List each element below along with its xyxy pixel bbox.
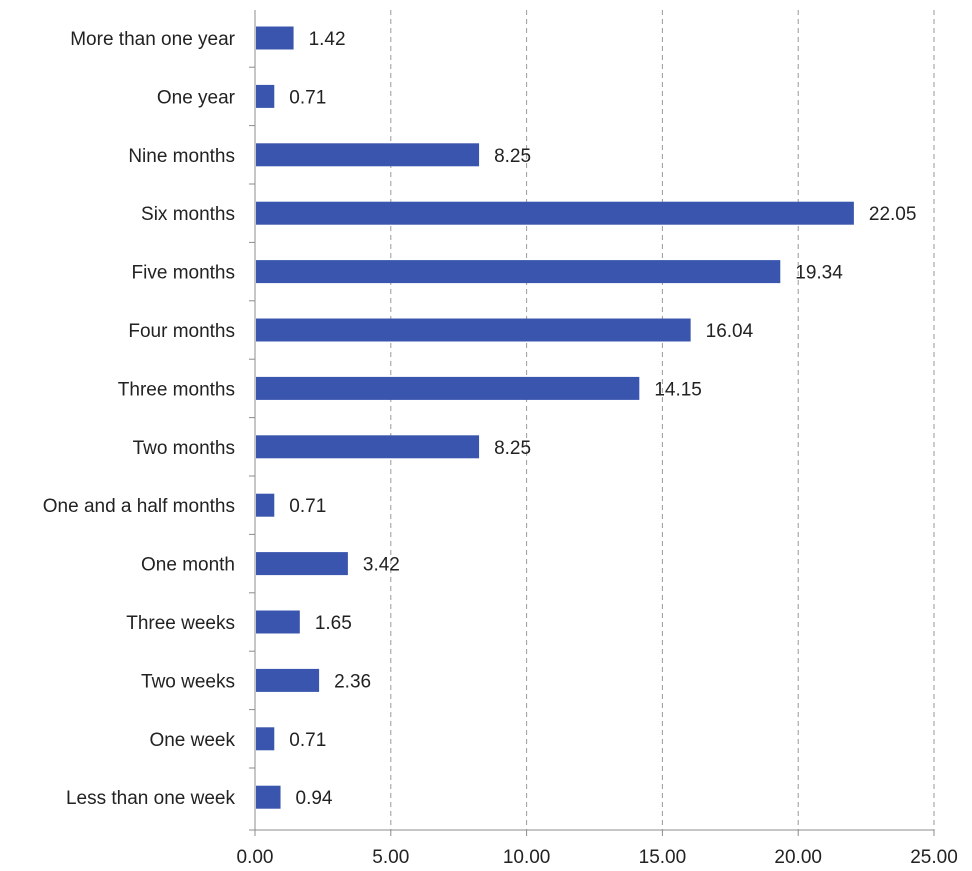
bar	[256, 493, 275, 517]
value-label: 22.05	[869, 204, 917, 225]
bar	[256, 552, 348, 576]
x-tick-label: 0.00	[237, 847, 274, 868]
category-label: Four months	[128, 321, 235, 342]
bar	[256, 260, 781, 284]
bar	[256, 610, 300, 634]
x-tick-label: 5.00	[372, 847, 409, 868]
category-label: Three months	[118, 379, 235, 400]
value-label: 16.04	[706, 321, 754, 342]
value-label: 0.94	[296, 788, 333, 809]
bar	[256, 727, 275, 751]
value-label: 1.42	[309, 29, 346, 50]
value-label: 8.25	[494, 438, 531, 459]
category-label: One year	[157, 87, 236, 108]
bar	[256, 318, 691, 342]
value-label: 2.36	[334, 671, 371, 692]
bars	[256, 26, 854, 809]
value-label: 8.25	[494, 146, 531, 167]
category-label: Three weeks	[126, 613, 235, 634]
value-label: 0.71	[289, 87, 326, 108]
category-label: Six months	[141, 204, 235, 225]
value-label: 1.65	[315, 613, 352, 634]
value-label: 0.71	[289, 496, 326, 517]
bar	[256, 26, 294, 50]
value-label: 3.42	[363, 555, 400, 576]
bar	[256, 668, 320, 692]
value-label: 19.34	[795, 263, 843, 284]
bar	[256, 376, 640, 400]
category-label: Less than one week	[66, 788, 236, 809]
x-tick-label: 15.00	[639, 847, 687, 868]
x-tick-label: 25.00	[910, 847, 958, 868]
category-label: Two weeks	[141, 671, 235, 692]
category-label: Five months	[132, 263, 235, 284]
bar	[256, 435, 480, 459]
bar	[256, 201, 854, 225]
category-label: More than one year	[70, 29, 235, 50]
labels: 0.00 5.00 10.00 15.00 20.00 25.00 More than on…	[43, 29, 958, 868]
category-label: One and a half months	[43, 496, 235, 517]
value-label: 14.15	[654, 379, 702, 400]
x-tick-label: 20.00	[774, 847, 822, 868]
gridlines	[390, 10, 935, 830]
category-label: One month	[141, 555, 235, 576]
axes	[249, 10, 935, 836]
category-label: Two months	[133, 438, 235, 459]
category-label: Nine months	[128, 146, 235, 167]
category-label: One week	[149, 730, 235, 751]
bar	[256, 143, 480, 167]
bar	[256, 84, 275, 108]
x-tick-label: 10.00	[503, 847, 551, 868]
value-label: 0.71	[289, 730, 326, 751]
bar	[256, 785, 281, 809]
